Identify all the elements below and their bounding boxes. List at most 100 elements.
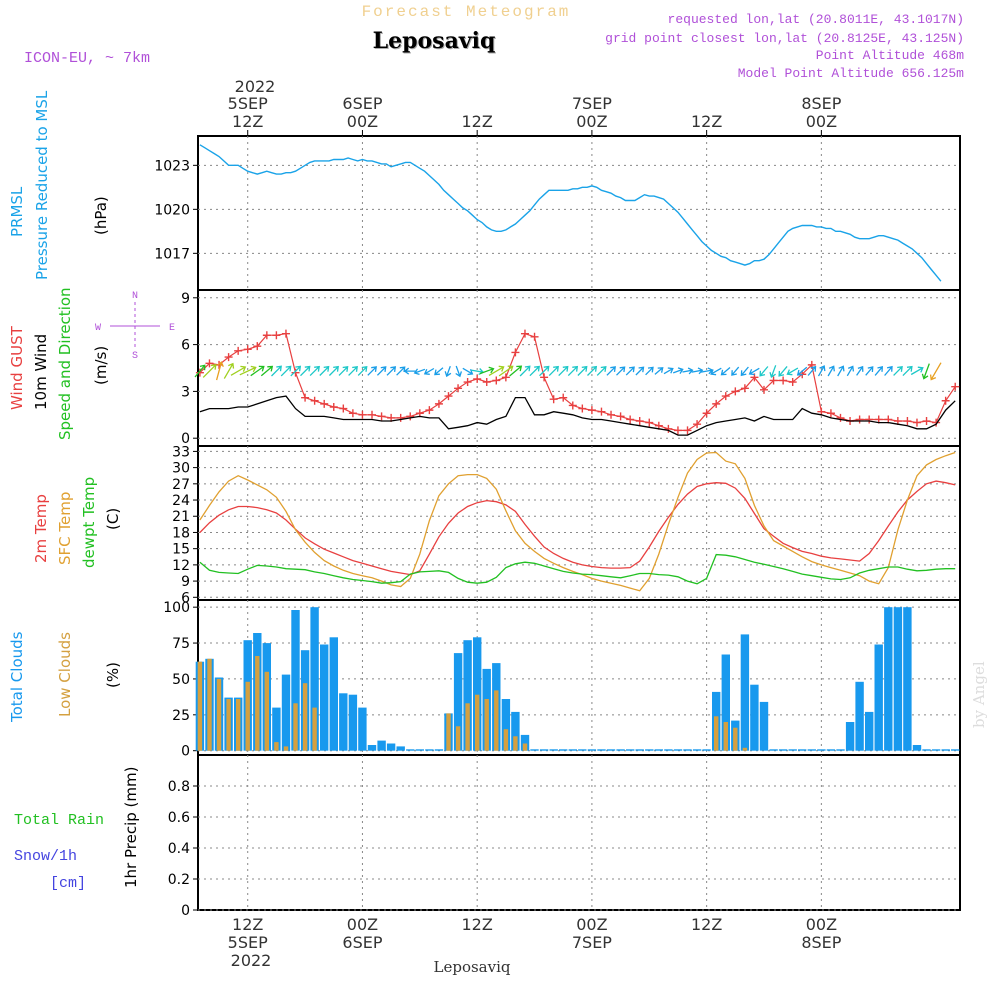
wind-arrow <box>865 366 874 376</box>
wind-arrow <box>444 365 452 378</box>
wind-panel-labels: Wind GUST 10m Wind Speed and Direction (… <box>8 287 175 440</box>
wind-arrow <box>367 366 377 376</box>
total-cloud-bar <box>501 699 511 751</box>
gust-marker <box>855 415 864 424</box>
low-cloud-bar <box>245 681 250 751</box>
top-date-label: 5SEP <box>228 94 268 113</box>
gust-marker <box>788 378 797 387</box>
wind-arrow <box>817 365 826 377</box>
precip-label-cm: [cm] <box>50 875 86 892</box>
gust-marker <box>301 393 310 402</box>
wind-arrow <box>786 367 799 376</box>
wind-frame <box>197 289 961 447</box>
gust-marker <box>205 359 214 368</box>
gust-marker <box>530 332 539 341</box>
top-year-label: 2022 <box>235 77 276 96</box>
total-cloud-bar <box>673 749 683 751</box>
temperature-ytick-label: 15 <box>172 542 190 558</box>
total-cloud-bar <box>415 749 424 751</box>
wind-arrow <box>455 365 463 378</box>
temp-2m-line <box>199 480 956 576</box>
low-cloud-bar <box>255 656 260 751</box>
total-cloud-bar <box>826 749 836 751</box>
precip-ytick-label: 0.4 <box>168 841 190 857</box>
gust-marker <box>253 342 262 351</box>
total-cloud-bar <box>587 749 597 751</box>
gust-marker <box>836 413 845 422</box>
wind-arrow <box>290 365 302 377</box>
pressure-frame <box>197 135 961 291</box>
total-cloud-bar <box>635 749 644 751</box>
point-altitude: Point Altitude 468m <box>816 48 964 63</box>
wind-arrow <box>710 367 722 376</box>
wind-unit: (m/s) <box>92 346 110 385</box>
gust-marker <box>607 410 616 419</box>
total-cloud-bar <box>320 644 329 751</box>
total-cloud-bar <box>817 749 826 751</box>
total-cloud-bar <box>951 749 960 751</box>
panel-pressure: 1017 1020 1023 <box>154 135 961 291</box>
wind-arrow <box>488 365 505 376</box>
cloud-panel-labels: Total Clouds Low Clouds (%) <box>8 631 122 723</box>
total-cloud-bar <box>874 644 883 751</box>
cloud-label-total: Total Clouds <box>8 631 26 723</box>
total-cloud-bar <box>616 749 625 751</box>
wind-arrow <box>479 366 495 375</box>
wind-arrow <box>462 367 474 376</box>
total-cloud-bar <box>568 749 577 751</box>
top-hour-label: 00Z <box>576 112 607 131</box>
wind-arrow <box>587 365 598 376</box>
total-cloud-bar <box>578 749 587 751</box>
total-cloud-bar <box>348 694 358 751</box>
temp-dewpt-line <box>199 553 956 585</box>
total-cloud-bar <box>721 654 730 751</box>
total-cloud-bar <box>367 745 377 751</box>
gust-marker <box>702 409 711 418</box>
gust-marker <box>234 346 243 355</box>
total-cloud-bar <box>396 746 405 751</box>
total-cloud-bar <box>788 749 797 751</box>
low-cloud-bar <box>197 661 203 751</box>
wind-arrow <box>348 366 358 376</box>
total-cloud-bar <box>931 749 941 751</box>
temp-label-2m: 2m Temp <box>32 494 50 563</box>
top-date-label: 7SEP <box>572 94 612 113</box>
bottom-hour-label: 00Z <box>576 915 607 934</box>
total-cloud-bar <box>664 749 673 751</box>
wind-label-10m: 10m Wind <box>32 334 50 410</box>
wind-arrow <box>194 364 206 378</box>
total-cloud-bar <box>654 749 663 751</box>
low-cloud-bar <box>293 703 298 751</box>
temperature-ytick-label: 24 <box>172 493 190 509</box>
compass-e: E <box>169 323 175 334</box>
precip-label-snow: Snow/1h <box>14 848 77 865</box>
gust-marker <box>406 412 415 421</box>
temp-label-dewpt: dewpt Temp <box>80 477 98 568</box>
total-cloud-bar <box>769 749 778 751</box>
gust-marker <box>760 385 769 394</box>
cloud-label-low: Low Clouds <box>56 632 74 717</box>
low-cloud-bar <box>216 678 222 751</box>
total-cloud-bar <box>549 749 558 751</box>
wind-arrow <box>529 365 540 377</box>
cloud-unit: (%) <box>104 662 122 688</box>
total-cloud-bar <box>272 707 281 751</box>
bottom-hour-label: 00Z <box>806 915 837 934</box>
top-hour-label: 00Z <box>347 112 378 131</box>
clouds-ytick-label: 50 <box>172 672 190 688</box>
wind-arrow <box>645 366 654 376</box>
temperature-ytick-label: 12 <box>172 558 190 574</box>
wind-arrow <box>672 367 684 374</box>
gust-marker <box>559 393 568 402</box>
precip-ytick-label: 0.6 <box>168 810 190 826</box>
temp-unit: (C) <box>104 508 122 530</box>
wind-arrow <box>635 366 645 376</box>
low-cloud-bar <box>714 716 719 751</box>
wind-arrow <box>260 365 274 377</box>
gust-marker <box>511 348 520 357</box>
wind-arrow <box>548 365 559 377</box>
total-cloud-bar <box>329 637 338 751</box>
gust-marker <box>779 376 788 385</box>
total-cloud-bar <box>511 711 520 751</box>
total-cloud-bar <box>740 634 750 751</box>
